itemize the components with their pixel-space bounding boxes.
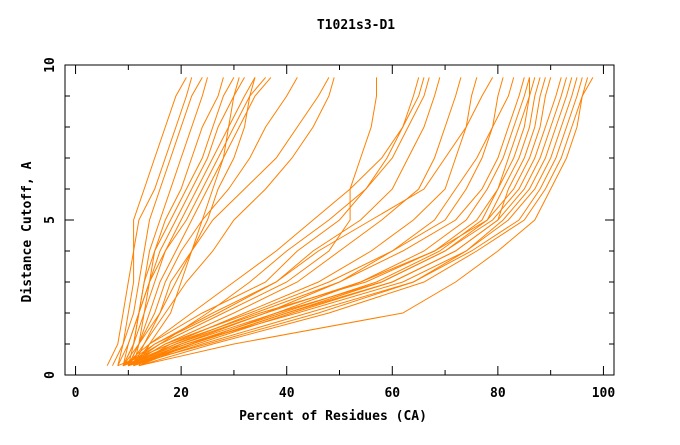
series-line-36 <box>133 77 541 367</box>
x-tick-label: 100 <box>592 386 616 401</box>
series-line-34 <box>138 77 589 367</box>
series-line-15 <box>133 77 240 366</box>
x-tick-label: 80 <box>490 386 506 401</box>
y-axis-label: Distance Cutoff, A <box>20 161 35 302</box>
series-line-18 <box>122 77 377 367</box>
series-line-29 <box>122 77 562 367</box>
series-line-23 <box>138 77 515 367</box>
series-line-13 <box>127 77 335 366</box>
x-tick-label: 40 <box>279 386 295 401</box>
x-tick-label: 0 <box>72 386 80 401</box>
series-line-7 <box>122 77 245 366</box>
series-line-14 <box>138 77 256 366</box>
series-line-8 <box>127 77 256 366</box>
axis-layer: 0 20 40 60 80 100 0 5 10 <box>43 57 615 401</box>
series-layer <box>106 77 594 367</box>
x-tick-label: 60 <box>384 386 400 401</box>
series-line-37 <box>122 77 536 367</box>
x-tick-label: 20 <box>173 386 189 401</box>
series-line-1 <box>117 77 187 366</box>
series-line-25 <box>133 77 420 366</box>
series-line-10 <box>127 77 272 366</box>
series-line-22 <box>128 77 504 367</box>
series-line-16 <box>122 77 425 367</box>
y-tick-label: 5 <box>43 216 58 224</box>
series-line-38 <box>138 77 594 367</box>
series-line-32 <box>133 77 578 367</box>
series-line-39 <box>128 77 530 367</box>
series-line-26 <box>138 77 530 367</box>
chart-title: T1021s3-D1 <box>317 18 395 33</box>
plot-frame <box>64 64 615 376</box>
series-line-17 <box>127 77 441 367</box>
series-line-24 <box>128 77 430 367</box>
series-line-33 <box>128 77 583 367</box>
series-line-35 <box>128 77 546 367</box>
series-line-5 <box>117 77 224 366</box>
series-line-20 <box>133 77 478 367</box>
x-axis-label: Percent of Residues (CA) <box>239 409 427 424</box>
series-line-21 <box>122 77 494 367</box>
series-line-3 <box>112 77 203 366</box>
series-line-27 <box>128 77 525 367</box>
series-line-12 <box>122 77 330 366</box>
y-tick-label: 10 <box>43 57 58 73</box>
series-line-9 <box>122 77 266 366</box>
series-line-2 <box>106 77 193 366</box>
series-line-19 <box>128 77 462 367</box>
y-tick-label: 0 <box>43 371 58 379</box>
series-line-6 <box>127 77 235 366</box>
